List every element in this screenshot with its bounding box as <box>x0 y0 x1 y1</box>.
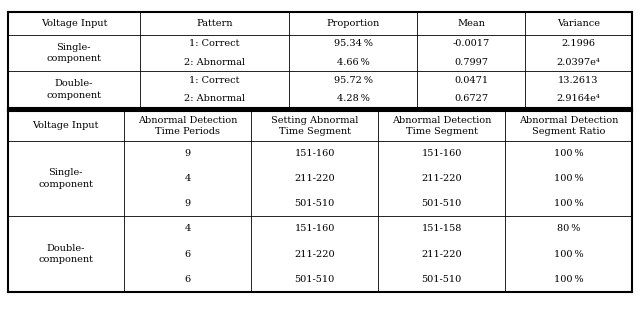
Text: 4.28 %: 4.28 % <box>337 94 369 104</box>
Text: Single-
component: Single- component <box>38 168 93 189</box>
Text: Abnormal Detection
Time Periods: Abnormal Detection Time Periods <box>138 116 237 136</box>
Text: Proportion: Proportion <box>326 19 380 27</box>
Text: 95.34 %: 95.34 % <box>333 39 372 48</box>
Text: 501-510: 501-510 <box>294 275 335 284</box>
Text: 151-160: 151-160 <box>422 149 462 158</box>
Text: 100 %: 100 % <box>554 149 584 158</box>
Text: 2.9164e⁴: 2.9164e⁴ <box>557 94 600 104</box>
Text: Mean: Mean <box>457 19 485 27</box>
Text: 2.1996: 2.1996 <box>561 39 596 48</box>
Text: 501-510: 501-510 <box>422 199 462 208</box>
Text: 80 %: 80 % <box>557 224 580 233</box>
Text: Voltage Input: Voltage Input <box>40 19 107 27</box>
Text: 100 %: 100 % <box>554 250 584 259</box>
Text: 4.66 %: 4.66 % <box>337 58 369 67</box>
Text: 4: 4 <box>184 224 191 233</box>
Text: 1: Correct: 1: Correct <box>189 76 240 85</box>
Text: -0.0017: -0.0017 <box>452 39 490 48</box>
Text: Setting Abnormal
Time Segment: Setting Abnormal Time Segment <box>271 116 358 136</box>
Text: 501-510: 501-510 <box>294 199 335 208</box>
Text: Variance: Variance <box>557 19 600 27</box>
Text: 1: Correct: 1: Correct <box>189 39 240 48</box>
Text: 9: 9 <box>184 149 191 158</box>
Text: 151-160: 151-160 <box>294 149 335 158</box>
Text: 151-158: 151-158 <box>422 224 462 233</box>
Text: 211-220: 211-220 <box>421 174 462 183</box>
Text: 0.6727: 0.6727 <box>454 94 488 104</box>
Text: 211-220: 211-220 <box>421 250 462 259</box>
Text: Double-
component: Double- component <box>46 79 101 100</box>
Text: Abnormal Detection
Segment Ratio: Abnormal Detection Segment Ratio <box>519 116 618 136</box>
Text: Single-
component: Single- component <box>46 43 101 63</box>
Text: Double-
component: Double- component <box>38 244 93 265</box>
Text: 2.0397e⁴: 2.0397e⁴ <box>557 58 600 67</box>
Text: 2: Abnormal: 2: Abnormal <box>184 94 245 104</box>
Text: 100 %: 100 % <box>554 275 584 284</box>
Text: 4: 4 <box>184 174 191 183</box>
Text: 95.72 %: 95.72 % <box>333 76 372 85</box>
Text: 501-510: 501-510 <box>422 275 462 284</box>
Text: 151-160: 151-160 <box>294 224 335 233</box>
Text: 9: 9 <box>184 199 191 208</box>
Text: Abnormal Detection
Time Segment: Abnormal Detection Time Segment <box>392 116 492 136</box>
Text: 0.7997: 0.7997 <box>454 58 488 67</box>
Text: 211-220: 211-220 <box>294 174 335 183</box>
Text: 100 %: 100 % <box>554 199 584 208</box>
Text: 100 %: 100 % <box>554 174 584 183</box>
Text: 6: 6 <box>184 275 191 284</box>
Text: Pattern: Pattern <box>196 19 233 27</box>
Text: 211-220: 211-220 <box>294 250 335 259</box>
Text: 0.0471: 0.0471 <box>454 76 488 85</box>
Text: 13.2613: 13.2613 <box>558 76 599 85</box>
Text: 6: 6 <box>184 250 191 259</box>
Text: Voltage Input: Voltage Input <box>33 122 99 130</box>
Text: 2: Abnormal: 2: Abnormal <box>184 58 245 67</box>
